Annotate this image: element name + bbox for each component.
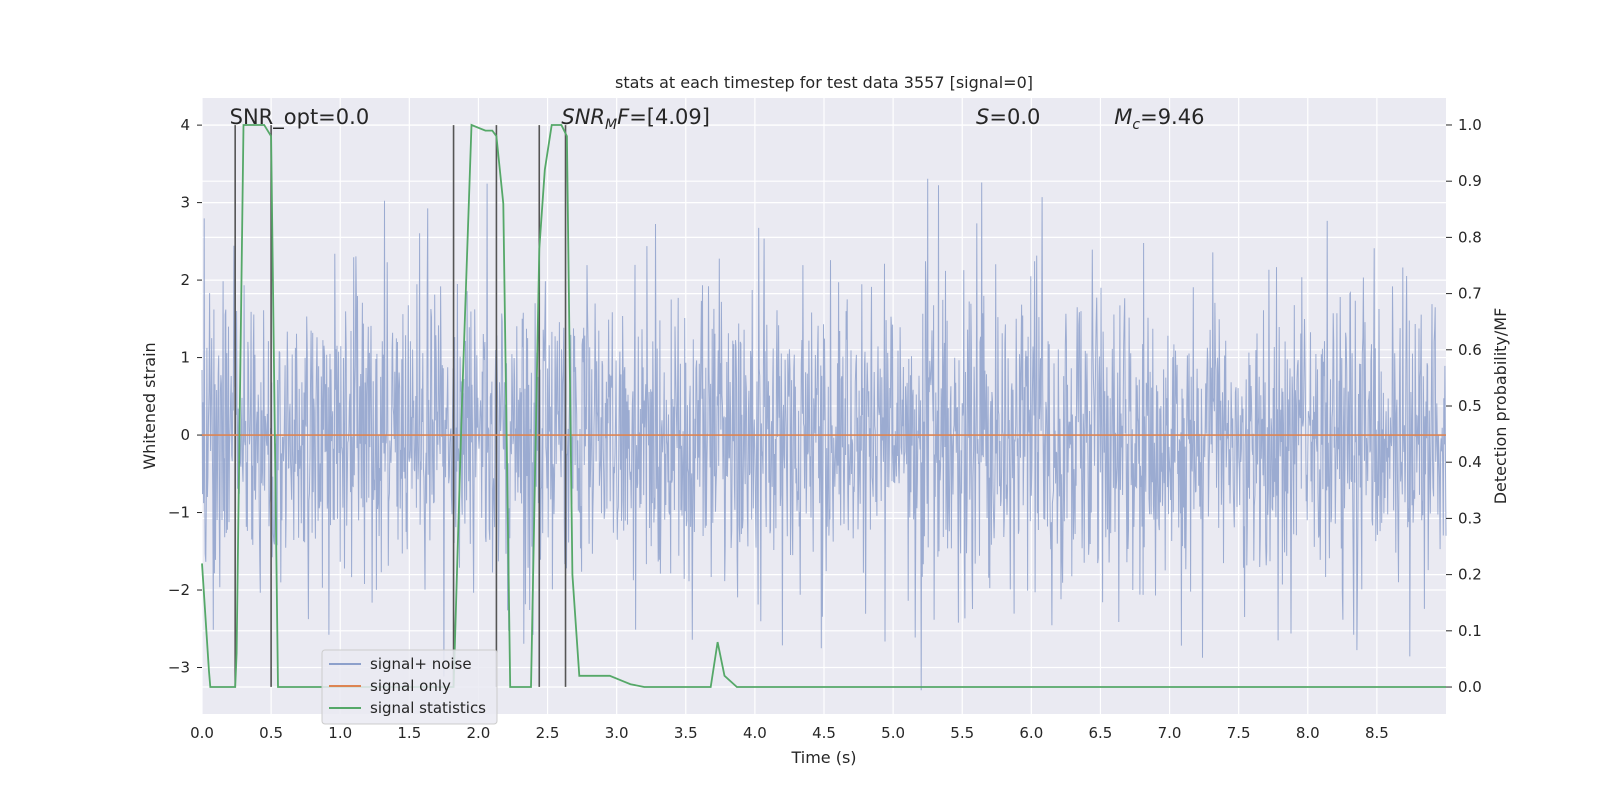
y-axis: −3 −2 −1 0 1 2 3 4 [168,116,202,677]
line-series [201,123,1446,688]
y-right-tick-label-0: 0.0 [1458,678,1482,696]
legend-label-statistics: signal statistics [370,699,486,717]
y-right-tick-label-8: 0.8 [1458,228,1482,246]
x-tick-label-4: 2.0 [467,724,491,742]
x-tick-label-13: 6.5 [1089,724,1113,742]
x-tick-label-5: 2.5 [536,724,560,742]
legend: signal+ noise signal only signal statist… [321,649,498,725]
x-tick-label-2: 1.0 [328,724,352,742]
annotation-2: S=0.0 [976,105,1040,129]
y-tick-label-3: 0 [180,426,190,444]
y-tick-label-1: −2 [168,581,190,599]
y-tick-label-5: 2 [180,271,190,289]
y-tick-label-0: −3 [168,659,190,677]
y-right-tick-label-10: 1.0 [1458,116,1482,134]
chart-title: stats at each timestep for test data 355… [615,73,1033,92]
annotation-3: Mc=9.46 [1114,105,1204,133]
x-tick-label-15: 7.5 [1227,724,1251,742]
annotation-1: SNRMF=[4.09] [561,105,710,133]
legend-label-noise: signal+ noise [370,655,472,673]
y-right-tick-label-4: 0.4 [1458,453,1482,471]
x-tick-label-8: 4.0 [743,724,767,742]
y-tick-label-7: 4 [180,116,190,134]
noise-series [201,178,1447,691]
y-right-tick-label-6: 0.6 [1458,341,1482,359]
signal-statistics-line [201,123,1446,688]
y-right-tick-label-2: 0.2 [1458,566,1482,584]
x-tick-label-14: 7.0 [1158,724,1182,742]
x-tick-label-10: 5.0 [881,724,905,742]
y-tick-label-2: −1 [168,504,190,522]
y-right-tick-label-7: 0.7 [1458,285,1482,303]
y-right-tick-label-3: 0.3 [1458,509,1482,527]
y-axis-right: 0.0 0.1 0.2 0.3 0.4 0.5 0.6 0.7 0.8 0.9 1.0 [1446,116,1482,696]
x-tick-label-12: 6.0 [1019,724,1043,742]
x-tick-label-9: 4.5 [812,724,836,742]
y-right-tick-label-1: 0.1 [1458,622,1482,640]
x-tick-label-0: 0.0 [190,724,214,742]
legend-box [321,649,498,725]
legend-label-signal: signal only [370,677,451,695]
annotation-0: SNR_opt=0.0 [230,105,370,130]
x-tick-label-3: 1.5 [397,724,421,742]
y-tick-label-4: 1 [180,349,190,367]
x-axis: 0.0 0.5 1.0 1.5 2.0 2.5 3.0 3.5 4.0 4.5 5.0 5.5 6.0 6… [190,724,1389,742]
y-tick-label-6: 3 [180,194,190,212]
annotations: SNR_opt=0.0 SNRMF=[4.09] S=0.0 Mc=9.46 [230,105,1205,133]
y-right-tick-label-9: 0.9 [1458,172,1482,190]
y-axis-right-title: Detection probability/MF [1491,308,1510,505]
y-right-tick-label-5: 0.5 [1458,397,1482,415]
x-tick-label-17: 8.5 [1365,724,1389,742]
signal-noise-line [201,178,1447,691]
x-axis-title: Time (s) [790,748,856,767]
x-tick-label-7: 3.5 [674,724,698,742]
x-tick-label-6: 3.0 [605,724,629,742]
x-tick-label-11: 5.5 [950,724,974,742]
y-axis-title: Whitened strain [140,342,159,469]
x-tick-label-16: 8.0 [1296,724,1320,742]
x-tick-label-1: 0.5 [259,724,283,742]
